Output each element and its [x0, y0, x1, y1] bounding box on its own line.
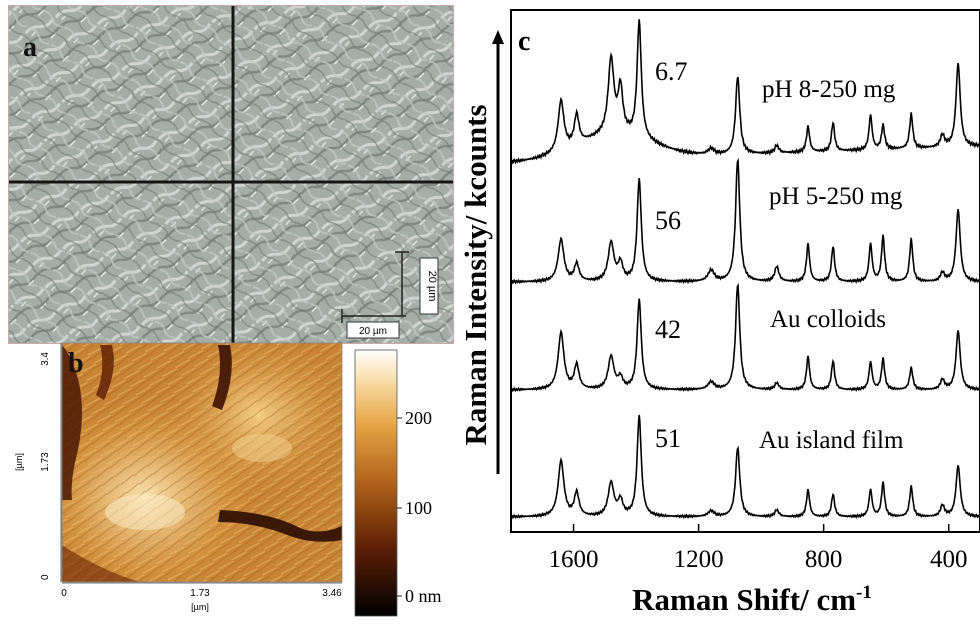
afm-panel-b: 3.4 1.73 0 [µm] 0 1.73 3.46 [µm] 200 100… — [0, 340, 470, 619]
colorbar-tick-0: 0 nm — [405, 586, 442, 606]
y-axis-arrowhead — [492, 30, 504, 44]
spectrum-scale-label: 51 — [655, 424, 681, 453]
spectrum-scale-label: 6.7 — [655, 57, 688, 86]
afm-y-tick-top: 3.4 — [40, 352, 51, 366]
scale-bar-horizontal-label: 20 µm — [359, 326, 387, 337]
x-axis-label: Raman Shift/ cm-1 — [632, 582, 872, 617]
micrograph-panel-a: 20 µm 20 µm a — [8, 5, 454, 344]
panel-c-label: c — [518, 26, 530, 57]
spectrum-line-4 — [510, 414, 980, 520]
x-tick-label: 1600 — [549, 546, 599, 573]
scale-bar-vertical: 20 µm — [395, 251, 439, 316]
spectrum-line-1 — [510, 19, 980, 165]
spectrum-series-label: Au island film — [759, 427, 904, 454]
afm-colorbar — [354, 349, 398, 617]
plot-frame — [510, 9, 980, 533]
afm-y-axis-unit: [µm] — [14, 453, 24, 471]
spectrum-series-label: pH 5-250 mg — [769, 183, 903, 210]
spectrum-line-2 — [510, 157, 980, 285]
x-tick-label: 1200 — [674, 546, 724, 573]
panel-a-label: a — [23, 32, 37, 63]
x-tick-label: 400 — [930, 546, 968, 573]
panel-b-label: b — [68, 348, 84, 379]
afm-image: 3.4 1.73 0 [µm] 0 1.73 3.46 [µm] 200 100… — [14, 342, 442, 617]
raman-chart: 1600 1200 800 400 6.7 pH 8-250 mg 56 pH 5-250 … — [458, 9, 980, 617]
y-axis-label: Raman Intensity/ kcounts — [462, 104, 493, 445]
afm-x-tick-left: 0 — [61, 588, 67, 599]
afm-y-tick-mid: 1.73 — [40, 452, 51, 472]
spectrum-scale-label: 56 — [655, 206, 681, 235]
scale-bar-horizontal: 20 µm — [341, 309, 406, 339]
colorbar-tick-200: 200 — [405, 408, 432, 428]
x-tick-label: 800 — [805, 546, 843, 573]
afm-x-tick-right: 3.46 — [322, 588, 342, 599]
micrograph-image: 20 µm 20 µm a — [9, 6, 453, 343]
scale-bar-vertical-label: 20 µm — [426, 271, 438, 302]
raman-panel-c: 1600 1200 800 400 6.7 pH 8-250 mg 56 pH 5-250 … — [458, 0, 980, 619]
spectrum-line-3 — [510, 282, 980, 393]
spectrum-scale-label: 42 — [655, 315, 681, 344]
afm-x-tick-mid: 1.73 — [190, 588, 210, 599]
afm-x-axis-unit: [µm] — [191, 602, 209, 612]
colorbar-tick-100: 100 — [405, 498, 432, 518]
spectrum-series-label: pH 8-250 mg — [762, 76, 896, 103]
afm-y-tick-bottom: 0 — [40, 574, 51, 580]
spectrum-series-label: Au colloids — [770, 306, 886, 333]
